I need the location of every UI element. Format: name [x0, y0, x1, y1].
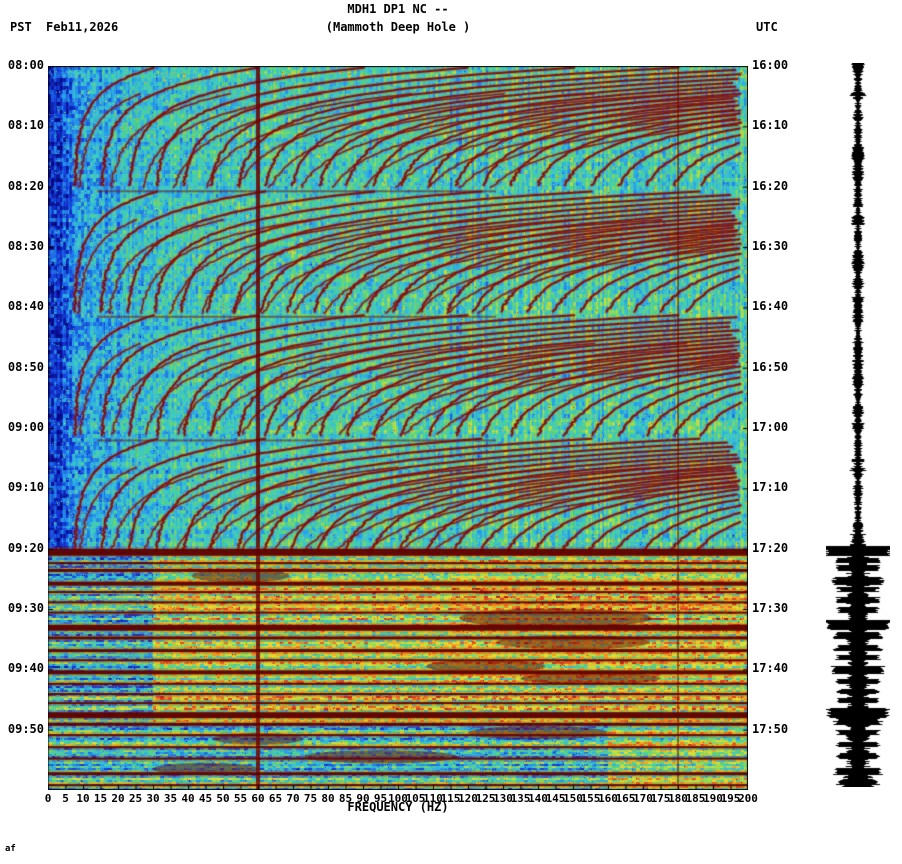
frequency-tick-label: 50 [216, 792, 230, 805]
frequency-tick-label: 120 [458, 792, 478, 805]
frequency-tick-label: 150 [563, 792, 583, 805]
frequency-tick-label: 75 [303, 792, 318, 805]
frequency-tick-label: 175 [650, 792, 671, 805]
frequency-tick-label: 105 [405, 792, 426, 805]
page-subtitle: (Mammoth Deep Hole ) [325, 20, 471, 34]
frequency-tick-label: 185 [685, 792, 706, 805]
frequency-tick-label: 100 [388, 792, 408, 805]
left-time-tick-label: 08:40 [7, 299, 44, 314]
frequency-tick-label: 110 [423, 792, 443, 805]
left-time-tick-label: 09:50 [7, 721, 44, 736]
frequency-tick-label: 15 [93, 792, 108, 805]
timezone-left-label: PST [10, 20, 32, 34]
frequency-tick-label: 0 [44, 792, 52, 805]
frequency-tick-label: 85 [338, 792, 353, 805]
frequency-tick-label: 165 [615, 792, 636, 805]
left-time-tick-label: 08:00 [7, 58, 44, 72]
frequency-axis-label: FREQUENCY (HZ) [347, 800, 449, 814]
left-time-tick-label: 08:30 [7, 239, 44, 253]
frequency-tick-label: 70 [286, 792, 300, 805]
frequency-tick-label: 55 [233, 792, 248, 805]
frequency-tick-label: 140 [528, 792, 548, 805]
frequency-tick-label: 40 [181, 792, 195, 805]
frequency-tick-label: 60 [251, 792, 265, 805]
right-time-tick-label: 16:10 [752, 118, 789, 133]
frequency-tick-label: 30 [146, 792, 160, 805]
right-time-tick-label: 17:40 [752, 661, 789, 676]
page-title: MDH1 DP1 NC -- [347, 2, 449, 16]
right-time-tick-label: 16:00 [752, 58, 789, 72]
frequency-tick-label: 190 [703, 792, 723, 805]
frequency-tick-label: 200 [738, 792, 758, 805]
left-time-tick-label: 09:20 [7, 540, 44, 555]
left-time-tick-label: 08:20 [7, 178, 44, 193]
left-time-tick-label: 09:40 [7, 661, 44, 676]
frequency-tick-label: 65 [268, 792, 283, 805]
right-time-tick-label: 17:00 [752, 420, 789, 434]
right-time-tick-label: 17:10 [752, 480, 789, 495]
date-label: Feb11,2026 [46, 20, 119, 34]
frequency-tick-label: 145 [545, 792, 566, 805]
left-time-tick-label: 09:30 [7, 601, 44, 615]
frequency-tick-label: 115 [440, 792, 461, 805]
frequency-tick-label: 135 [510, 792, 531, 805]
frequency-tick-label: 180 [668, 792, 688, 805]
right-time-tick-label: 17:30 [752, 601, 789, 615]
frequency-tick-label: 160 [598, 792, 618, 805]
frequency-tick-label: 20 [111, 792, 125, 805]
frequency-tick-label: 90 [356, 792, 370, 805]
spectrogram-heatmap [48, 66, 748, 790]
right-time-tick-label: 16:50 [752, 359, 789, 374]
frequency-tick-label: 170 [633, 792, 653, 805]
right-time-tick-label: 17:50 [752, 721, 789, 736]
frequency-tick-label: 125 [475, 792, 496, 805]
frequency-tick-label: 95 [373, 792, 388, 805]
right-time-tick-label: 16:40 [752, 299, 789, 314]
frequency-tick-label: 45 [198, 792, 213, 805]
seismogram-trace [826, 63, 890, 787]
frequency-tick-label: 35 [163, 792, 178, 805]
frequency-tick-label: 195 [720, 792, 741, 805]
right-time-tick-label: 17:20 [752, 540, 789, 555]
frequency-tick-label: 155 [580, 792, 601, 805]
frequency-tick-label: 80 [321, 792, 335, 805]
right-time-tick-label: 16:20 [752, 178, 789, 193]
frequency-tick-label: 25 [128, 792, 143, 805]
frequency-tick-label: 10 [76, 792, 90, 805]
frequency-tick-label: 130 [493, 792, 513, 805]
corner-text: af [5, 844, 16, 854]
right-time-tick-label: 16:30 [752, 239, 789, 253]
timezone-right-label: UTC [756, 20, 778, 34]
left-time-tick-label: 08:10 [7, 118, 44, 133]
left-time-tick-label: 09:10 [7, 480, 44, 495]
frequency-tick-label: 5 [62, 792, 69, 805]
left-time-tick-label: 09:00 [7, 420, 44, 434]
left-time-tick-label: 08:50 [7, 359, 44, 374]
